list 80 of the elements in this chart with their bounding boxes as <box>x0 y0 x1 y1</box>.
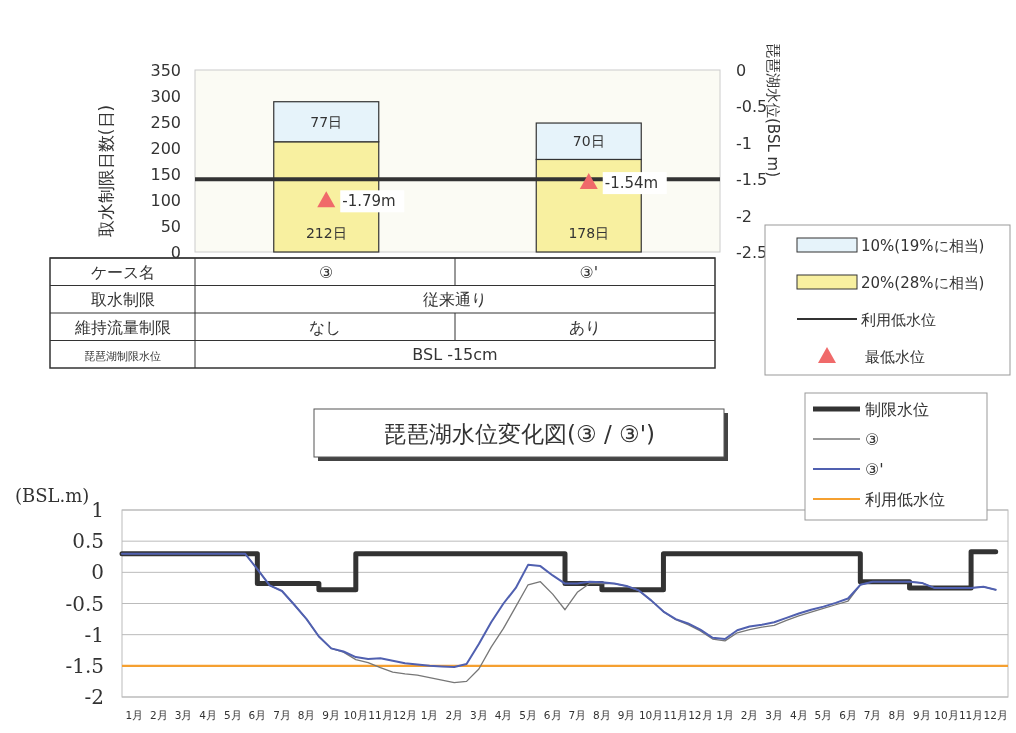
text: 琵琶湖制限水位 <box>84 350 161 364</box>
text: 従来通り <box>423 290 487 310</box>
x-tick-label: 5月 <box>814 709 833 721</box>
y-tick-label: 250 <box>150 113 181 132</box>
y-tick-label: -0.5 <box>65 591 104 616</box>
x-tick-label: 4月 <box>789 709 808 721</box>
x-tick-label: 2月 <box>740 709 759 721</box>
y-tick-label: 0.5 <box>72 529 104 554</box>
x-tick-label: 1月 <box>420 709 439 721</box>
x-tick-label: 9月 <box>617 709 636 721</box>
x-tick-label: 8月 <box>593 709 611 721</box>
y-tick-label: 200 <box>150 139 181 158</box>
y2-tick-label: -2 <box>736 206 752 226</box>
x-tick-label: 7月 <box>568 709 587 721</box>
x-tick-label: 2月 <box>150 709 168 721</box>
x-tick-label: 2月 <box>445 709 464 721</box>
text: 維持流量制限 <box>73 317 171 337</box>
y2-tick-label: -1 <box>736 133 752 153</box>
legend-label: ③ <box>865 430 880 449</box>
x-tick-label: 9月 <box>322 709 341 721</box>
x-tick-label: 10月 <box>934 709 959 721</box>
x-tick-label: 5月 <box>223 709 242 721</box>
x-tick-label: 9月 <box>913 709 931 721</box>
chart-title: 琵琶湖水位変化図(③ / ③') <box>383 421 655 447</box>
x-tick-label: 5月 <box>519 709 537 721</box>
y2-tick-label: 0 <box>736 61 747 80</box>
y-tick-label: -1.5 <box>65 653 104 678</box>
data-label: 212日 <box>305 225 347 241</box>
x-tick-label: 1月 <box>716 709 734 721</box>
x-tick-label: 6月 <box>839 709 857 721</box>
y-tick-label: -1 <box>84 622 104 647</box>
legend-label: ③' <box>865 460 884 479</box>
x-tick-label: 12月 <box>392 709 418 721</box>
x-tick-label: 12月 <box>688 709 713 721</box>
y-tick-label: 150 <box>150 165 181 184</box>
data-label: 77日 <box>310 113 343 130</box>
legend-label: 最低水位 <box>865 348 925 366</box>
x-tick-label: 4月 <box>494 709 513 721</box>
data-label: 70日 <box>572 133 605 150</box>
x-tick-label: 11月 <box>958 709 984 721</box>
y-tick-label: 1 <box>91 498 104 522</box>
x-tick-label: 4月 <box>199 709 217 721</box>
data-label: -1.54m <box>604 174 659 193</box>
x-tick-label: 7月 <box>863 709 882 721</box>
y2-tick-label: -2.5 <box>736 243 768 262</box>
x-tick-label: 8月 <box>888 709 907 721</box>
text: 取水制限 <box>90 290 155 310</box>
text: あり <box>569 317 601 337</box>
x-tick-label: 11月 <box>663 709 688 721</box>
y-tick-label: 50 <box>160 217 181 236</box>
y-tick-label: 0 <box>91 560 104 585</box>
x-tick-label: 12月 <box>983 709 1008 721</box>
x-tick-label: 10月 <box>638 709 664 721</box>
y-tick-label: 350 <box>150 61 181 80</box>
legend-label: 10%(19%に相当) <box>861 237 985 255</box>
y-axis-title: (BSL.m) <box>15 485 90 506</box>
y-tick-label: -2 <box>84 685 104 709</box>
x-tick-label: 11月 <box>368 709 393 721</box>
x-tick-label: 3月 <box>470 709 488 721</box>
text: なし <box>309 317 341 337</box>
x-tick-label: 8月 <box>297 709 316 721</box>
data-label: 178日 <box>568 225 610 241</box>
y-tick-label: 100 <box>150 191 181 210</box>
y-axis-title: 取水制限日数(日) <box>96 104 116 238</box>
x-tick-label: 6月 <box>543 709 562 721</box>
x-tick-label: 3月 <box>174 709 193 721</box>
text: ケース名 <box>90 262 155 282</box>
legend-label: 制限水位 <box>865 400 929 419</box>
y-tick-label: 300 <box>150 87 181 106</box>
x-tick-label: 10月 <box>343 709 368 721</box>
data-label: -1.79m <box>342 192 396 211</box>
x-tick-label: 1月 <box>125 709 144 721</box>
text: BSL -15cm <box>412 345 498 365</box>
y-tick-label: 0 <box>170 243 181 262</box>
legend-label: 20%(28%に相当) <box>861 274 985 292</box>
legend-label: 利用低水位 <box>865 490 945 509</box>
x-tick-label: 6月 <box>248 709 267 721</box>
x-tick-label: 3月 <box>765 709 784 721</box>
legend-label: 利用低水位 <box>861 311 936 329</box>
x-tick-label: 7月 <box>273 709 291 721</box>
